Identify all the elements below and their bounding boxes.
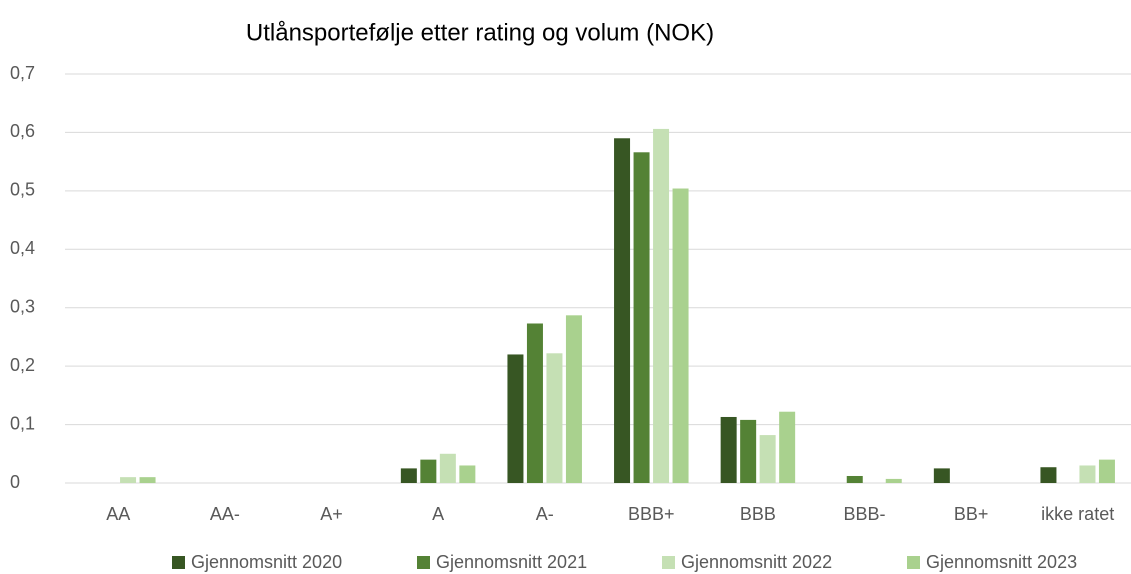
- x-tick-label: A+: [320, 504, 343, 524]
- bar: [1098, 459, 1115, 483]
- legend-label: Gjennomsnitt 2023: [926, 552, 1077, 572]
- y-tick-label: 0: [10, 472, 20, 492]
- bar: [565, 315, 582, 483]
- bar: [1040, 467, 1057, 483]
- bar: [779, 411, 796, 483]
- x-tick-label: BB+: [954, 504, 989, 524]
- bar: [614, 138, 631, 483]
- bar: [546, 353, 563, 483]
- legend-label: Gjennomsnitt 2020: [191, 552, 342, 572]
- x-tick-label: A: [432, 504, 444, 524]
- x-tick-label: ikke ratet: [1041, 504, 1114, 524]
- y-tick-label: 0,6: [10, 121, 35, 141]
- legend-swatch: [662, 556, 675, 569]
- y-tick-label: 0,7: [10, 63, 35, 83]
- bar: [720, 416, 737, 483]
- bar: [420, 459, 437, 483]
- y-tick-label: 0,3: [10, 296, 35, 316]
- bar: [120, 477, 137, 483]
- bar: [846, 475, 863, 483]
- bar: [459, 465, 476, 483]
- bar: [139, 477, 156, 483]
- bar: [885, 478, 902, 483]
- bar: [740, 419, 757, 483]
- y-tick-label: 0,5: [10, 180, 35, 200]
- bar: [400, 468, 417, 483]
- bar: [633, 152, 650, 483]
- legend-swatch: [907, 556, 920, 569]
- y-tick-label: 0,2: [10, 355, 35, 375]
- chart-title: Utlånsportefølje etter rating og volum (…: [246, 19, 714, 46]
- bar: [507, 354, 524, 483]
- legend-label: Gjennomsnitt 2021: [436, 552, 587, 572]
- x-tick-label: BBB: [740, 504, 776, 524]
- x-tick-label: AA-: [210, 504, 240, 524]
- bar: [759, 435, 776, 483]
- bar: [933, 468, 950, 483]
- bar: [672, 188, 689, 483]
- x-tick-label: A-: [536, 504, 554, 524]
- legend-label: Gjennomsnitt 2022: [681, 552, 832, 572]
- x-tick-label: BBB+: [628, 504, 675, 524]
- bar: [526, 323, 543, 483]
- y-tick-label: 0,4: [10, 238, 35, 258]
- legend-swatch: [417, 556, 430, 569]
- legend-swatch: [172, 556, 185, 569]
- y-tick-label: 0,1: [10, 413, 35, 433]
- bar: [1079, 465, 1096, 483]
- x-tick-label: BBB-: [843, 504, 885, 524]
- bar: [653, 128, 670, 483]
- x-tick-label: AA: [106, 504, 130, 524]
- bar: [439, 453, 456, 483]
